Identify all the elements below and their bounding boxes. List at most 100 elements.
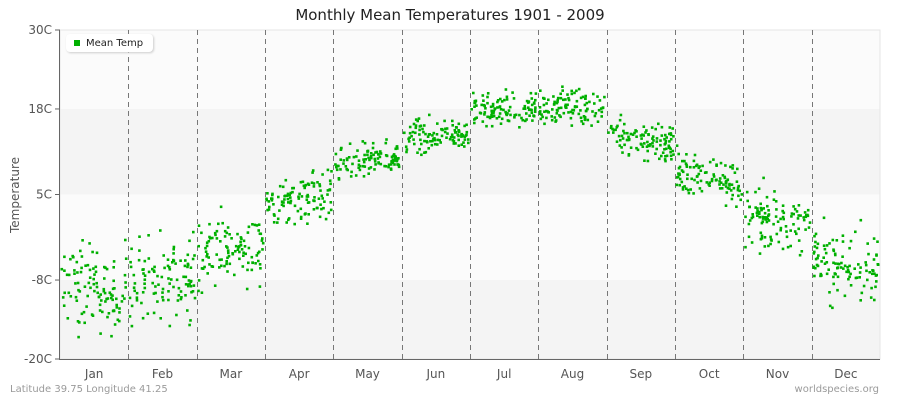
- data-point: [846, 265, 849, 269]
- data-point: [748, 205, 751, 209]
- data-point: [847, 277, 850, 281]
- data-point: [491, 104, 495, 108]
- data-point: [384, 154, 388, 157]
- data-point: [557, 106, 561, 110]
- data-point: [825, 244, 829, 247]
- data-point: [875, 254, 878, 257]
- data-point: [668, 126, 672, 129]
- data-point: [457, 144, 461, 147]
- data-point: [227, 251, 230, 255]
- data-point: [669, 150, 672, 154]
- data-point: [376, 157, 380, 160]
- data-point: [370, 156, 373, 160]
- data-point: [772, 222, 775, 226]
- data-point: [215, 229, 219, 233]
- data-point: [189, 284, 193, 288]
- data-point: [472, 91, 475, 95]
- data-point: [456, 133, 460, 136]
- data-point: [644, 131, 647, 134]
- data-point: [530, 108, 533, 112]
- data-point: [584, 97, 587, 100]
- data-point: [767, 244, 770, 248]
- data-point: [172, 252, 175, 255]
- data-point: [782, 217, 785, 221]
- data-point: [351, 162, 354, 166]
- data-point: [227, 254, 231, 258]
- data-point: [123, 297, 126, 300]
- data-point: [110, 296, 113, 300]
- data-point: [710, 179, 714, 183]
- data-point: [841, 240, 845, 243]
- data-point: [565, 106, 568, 109]
- data-point: [619, 138, 622, 142]
- data-point: [329, 208, 333, 212]
- data-point: [98, 303, 102, 307]
- data-point: [610, 124, 613, 128]
- data-point: [226, 246, 229, 249]
- data-point: [539, 89, 542, 92]
- data-point: [142, 268, 145, 271]
- data-point: [722, 183, 725, 186]
- data-point: [832, 261, 835, 265]
- data-point: [143, 278, 147, 281]
- data-point: [69, 295, 73, 298]
- data-point: [833, 272, 837, 275]
- data-point: [763, 245, 767, 248]
- data-point: [154, 285, 157, 288]
- data-point: [362, 160, 366, 164]
- data-point: [154, 291, 157, 295]
- data-point: [273, 214, 276, 217]
- data-point: [238, 245, 241, 248]
- data-point: [664, 133, 667, 137]
- data-point: [675, 183, 678, 187]
- data-point: [167, 290, 170, 293]
- data-point: [418, 128, 421, 132]
- data-point: [179, 297, 183, 301]
- data-point: [172, 247, 175, 251]
- data-point: [367, 156, 370, 160]
- data-point: [93, 289, 96, 293]
- data-point: [657, 122, 660, 126]
- data-point: [631, 133, 635, 136]
- data-point: [393, 159, 396, 162]
- data-point: [393, 154, 397, 158]
- data-point: [853, 267, 856, 270]
- data-point: [483, 113, 486, 116]
- data-point: [287, 217, 291, 220]
- data-point: [813, 234, 816, 238]
- data-point: [116, 318, 120, 322]
- data-point: [667, 144, 671, 148]
- data-point: [697, 172, 701, 176]
- data-point: [188, 282, 191, 286]
- data-point: [86, 294, 89, 298]
- data-point: [270, 197, 273, 200]
- data-point: [449, 135, 453, 139]
- data-point: [518, 113, 521, 117]
- data-point: [143, 259, 147, 263]
- data-point: [111, 298, 114, 302]
- data-point: [533, 110, 537, 113]
- data-point: [663, 137, 666, 141]
- data-point: [721, 174, 725, 177]
- data-point: [355, 155, 358, 158]
- data-point: [763, 216, 766, 219]
- data-point: [319, 189, 322, 192]
- data-point: [67, 273, 71, 277]
- data-point: [532, 101, 536, 105]
- data-point: [137, 258, 141, 262]
- data-point: [60, 267, 64, 271]
- data-point: [452, 136, 456, 139]
- legend[interactable]: Mean Temp: [66, 34, 154, 52]
- data-point: [684, 162, 688, 165]
- data-point: [509, 113, 512, 117]
- data-point: [670, 158, 673, 161]
- data-point: [737, 184, 740, 188]
- data-point: [486, 101, 489, 105]
- data-point: [523, 107, 527, 110]
- data-point: [445, 127, 449, 130]
- data-point: [745, 190, 749, 194]
- data-point: [693, 178, 696, 182]
- data-point: [822, 216, 826, 220]
- data-point: [820, 274, 823, 277]
- data-point: [782, 211, 786, 215]
